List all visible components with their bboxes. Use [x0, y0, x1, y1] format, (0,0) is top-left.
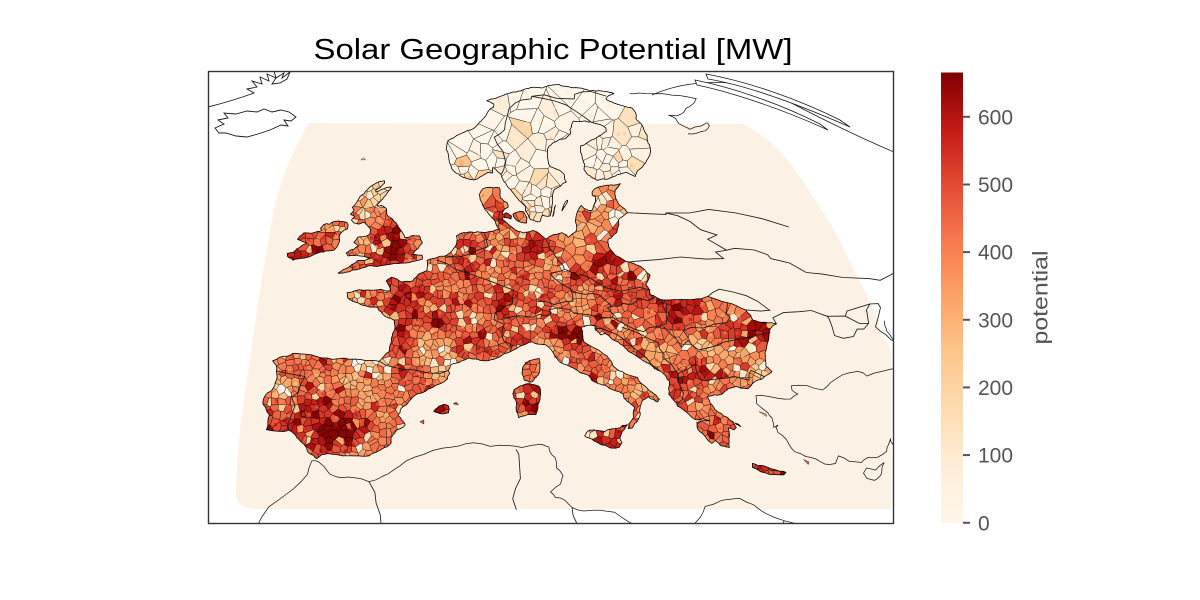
svg-text:300: 300: [978, 309, 1013, 332]
svg-text:Solar Geographic Potential [MW: Solar Geographic Potential [MW]: [314, 34, 793, 66]
svg-text:200: 200: [978, 377, 1013, 400]
svg-text:0: 0: [978, 512, 990, 535]
svg-text:100: 100: [978, 445, 1013, 468]
svg-text:potential: potential: [1029, 251, 1053, 345]
svg-text:500: 500: [978, 174, 1013, 197]
svg-text:600: 600: [978, 106, 1013, 129]
svg-text:400: 400: [978, 242, 1013, 265]
